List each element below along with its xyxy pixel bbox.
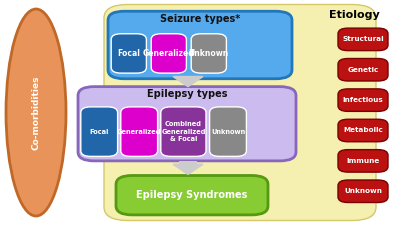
FancyBboxPatch shape <box>338 58 388 81</box>
Text: Immune: Immune <box>346 158 380 164</box>
Polygon shape <box>173 76 203 87</box>
Text: Focal: Focal <box>90 129 109 135</box>
FancyBboxPatch shape <box>338 150 388 172</box>
Text: Metabolic: Metabolic <box>343 128 383 133</box>
FancyBboxPatch shape <box>104 4 376 220</box>
Text: Epilepsy types: Epilepsy types <box>147 89 227 99</box>
FancyBboxPatch shape <box>338 89 388 111</box>
Text: Generalized: Generalized <box>117 129 161 135</box>
Text: Unknown: Unknown <box>189 49 229 58</box>
Text: Seizure types*: Seizure types* <box>160 14 240 24</box>
Text: Etiology: Etiology <box>329 10 379 20</box>
Ellipse shape <box>6 9 66 216</box>
FancyBboxPatch shape <box>81 107 118 156</box>
Text: Generalized: Generalized <box>143 49 195 58</box>
FancyBboxPatch shape <box>111 34 146 73</box>
Text: Focal: Focal <box>117 49 140 58</box>
Text: Genetic: Genetic <box>347 67 379 73</box>
FancyBboxPatch shape <box>108 11 292 79</box>
FancyBboxPatch shape <box>338 119 388 142</box>
Text: Combined
Generalized
& Focal: Combined Generalized & Focal <box>161 121 206 142</box>
Text: Epilepsy Syndromes: Epilepsy Syndromes <box>136 190 248 200</box>
Text: Co-morbidities: Co-morbidities <box>32 75 40 150</box>
FancyBboxPatch shape <box>210 107 246 156</box>
Polygon shape <box>173 164 203 174</box>
FancyBboxPatch shape <box>191 34 226 73</box>
FancyBboxPatch shape <box>78 87 296 161</box>
FancyBboxPatch shape <box>338 28 388 51</box>
FancyBboxPatch shape <box>179 76 197 78</box>
FancyBboxPatch shape <box>116 176 268 215</box>
FancyBboxPatch shape <box>179 161 197 164</box>
FancyBboxPatch shape <box>151 34 186 73</box>
Text: Structural: Structural <box>342 36 384 42</box>
FancyBboxPatch shape <box>338 180 388 202</box>
FancyBboxPatch shape <box>121 107 158 156</box>
FancyBboxPatch shape <box>161 107 206 156</box>
Text: Infectious: Infectious <box>343 97 383 103</box>
Text: Unknown: Unknown <box>344 188 382 194</box>
Text: Unknown: Unknown <box>211 129 245 135</box>
